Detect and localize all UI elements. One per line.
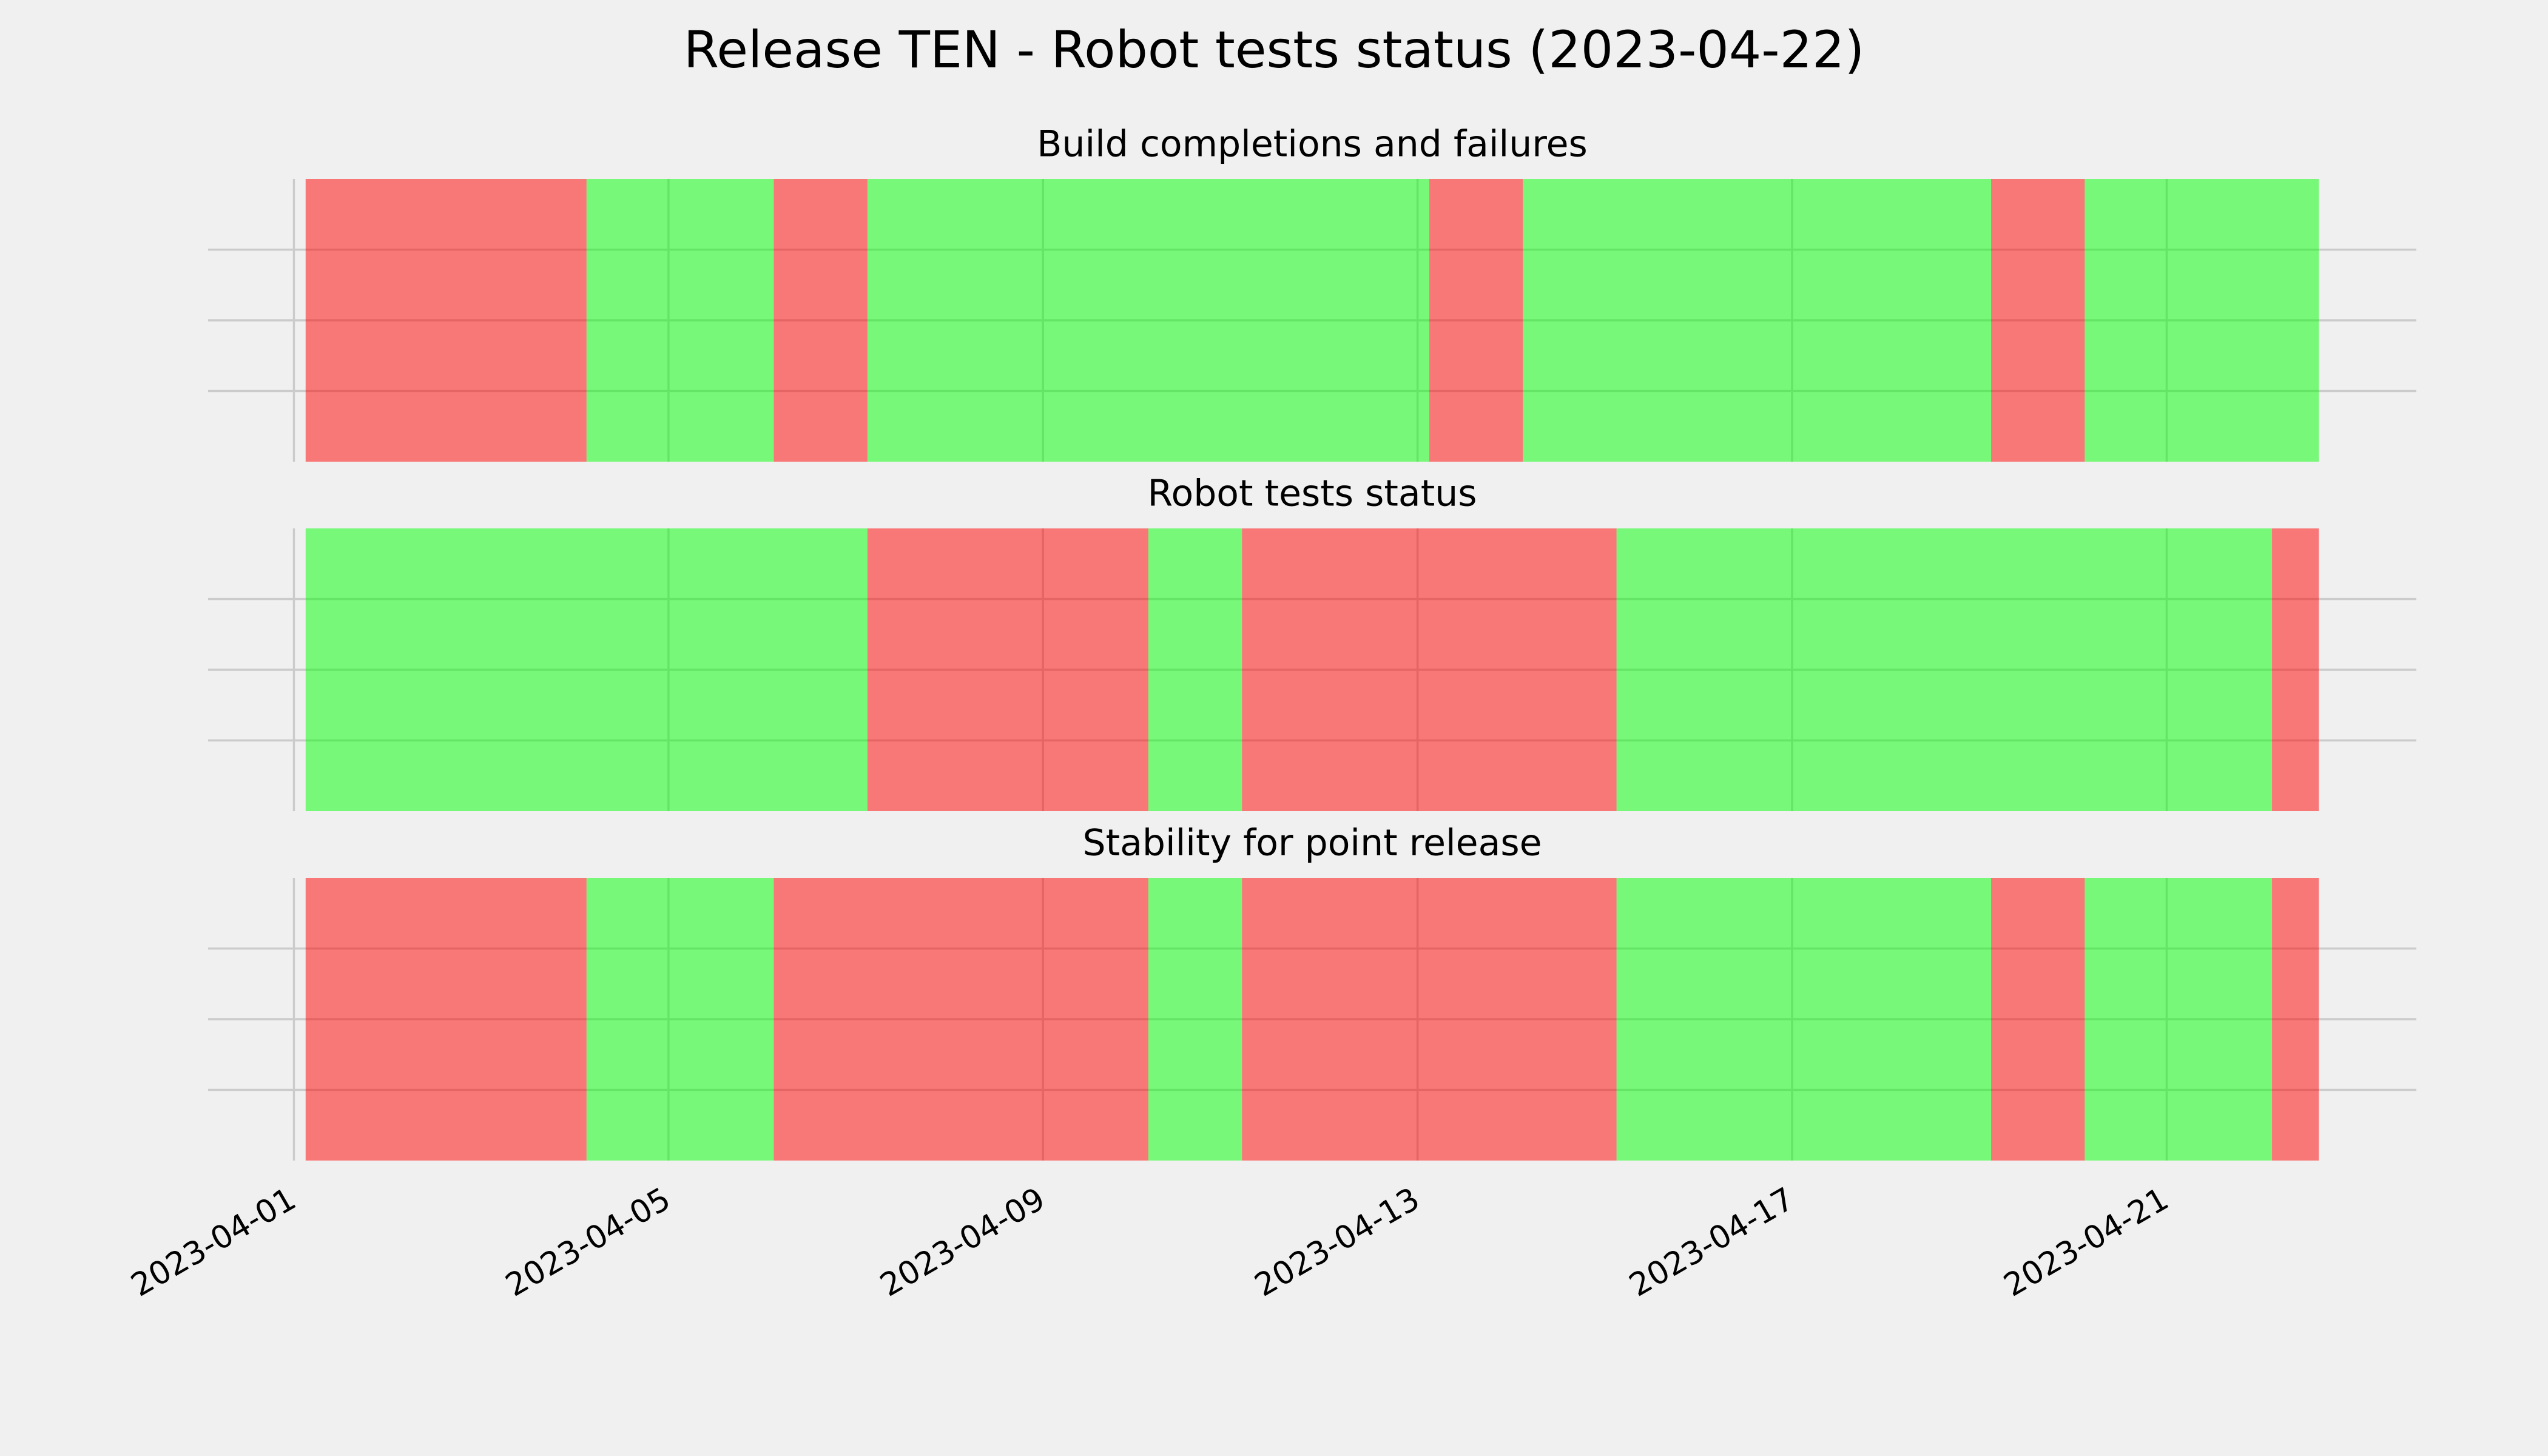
status-span bbox=[305, 179, 587, 462]
status-span bbox=[2272, 528, 2319, 811]
status-span bbox=[867, 179, 1429, 462]
status-span bbox=[1242, 528, 1617, 811]
status-span bbox=[1148, 878, 1242, 1161]
status-span bbox=[305, 528, 868, 811]
status-span bbox=[1991, 878, 2085, 1161]
subplot-title: Stability for point release bbox=[1082, 822, 1542, 864]
status-span bbox=[1242, 878, 1617, 1161]
status-span bbox=[867, 528, 1148, 811]
status-span bbox=[1523, 179, 1992, 462]
status-span bbox=[305, 878, 587, 1161]
status-span bbox=[2085, 878, 2273, 1161]
status-span bbox=[1616, 528, 2273, 811]
status-span bbox=[774, 179, 868, 462]
status-span bbox=[1991, 179, 2085, 462]
subplot-title: Robot tests status bbox=[1147, 473, 1477, 515]
status-span bbox=[1429, 179, 1523, 462]
status-span bbox=[774, 878, 1148, 1161]
status-span bbox=[1148, 528, 1242, 811]
chart-title: Release TEN - Robot tests status (2023-0… bbox=[684, 20, 1864, 79]
status-span bbox=[2085, 179, 2319, 462]
status-span bbox=[2272, 878, 2319, 1161]
subplot-title: Build completions and failures bbox=[1037, 123, 1588, 166]
status-span bbox=[586, 179, 774, 462]
status-span bbox=[586, 878, 774, 1161]
status-span bbox=[1616, 878, 1992, 1161]
